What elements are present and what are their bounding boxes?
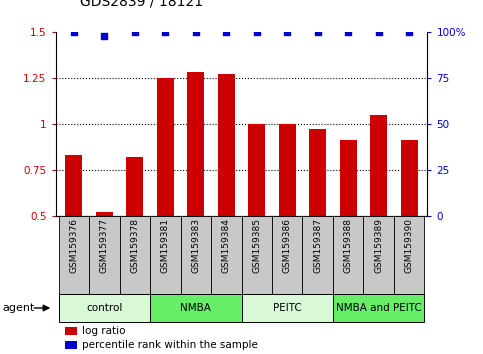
- Point: [100, 33, 108, 38]
- Bar: [333, 294, 425, 322]
- Bar: [150, 294, 242, 322]
- Point: [284, 29, 291, 35]
- Point: [375, 29, 383, 35]
- Bar: [150, 216, 181, 294]
- Text: GSM159385: GSM159385: [252, 218, 261, 273]
- Point: [344, 29, 352, 35]
- Bar: [157, 78, 174, 216]
- Text: PEITC: PEITC: [273, 303, 301, 313]
- Bar: [187, 72, 204, 216]
- Text: NMBA and PEITC: NMBA and PEITC: [336, 303, 422, 313]
- Bar: [65, 327, 77, 335]
- Bar: [181, 216, 211, 294]
- Bar: [394, 216, 425, 294]
- Point: [192, 29, 199, 35]
- Point: [253, 29, 261, 35]
- Point: [314, 29, 322, 35]
- Bar: [65, 341, 77, 349]
- Text: GSM159381: GSM159381: [161, 218, 170, 273]
- Bar: [96, 212, 113, 216]
- Text: GSM159384: GSM159384: [222, 218, 231, 273]
- Text: NMBA: NMBA: [180, 303, 211, 313]
- Bar: [120, 216, 150, 294]
- Point: [131, 29, 139, 35]
- Bar: [242, 294, 333, 322]
- Bar: [363, 216, 394, 294]
- Text: GSM159378: GSM159378: [130, 218, 139, 273]
- Bar: [218, 74, 235, 216]
- Point: [405, 29, 413, 35]
- Text: log ratio: log ratio: [82, 326, 126, 336]
- Text: GSM159388: GSM159388: [344, 218, 353, 273]
- Bar: [89, 216, 120, 294]
- Text: control: control: [86, 303, 123, 313]
- Text: GSM159377: GSM159377: [100, 218, 109, 273]
- Text: GSM159386: GSM159386: [283, 218, 292, 273]
- Bar: [211, 216, 242, 294]
- Text: GSM159383: GSM159383: [191, 218, 200, 273]
- Bar: [248, 124, 265, 216]
- Bar: [302, 216, 333, 294]
- Text: GSM159376: GSM159376: [70, 218, 78, 273]
- Text: GSM159387: GSM159387: [313, 218, 322, 273]
- Bar: [127, 157, 143, 216]
- Bar: [66, 155, 82, 216]
- Text: GDS2839 / 18121: GDS2839 / 18121: [80, 0, 203, 9]
- Bar: [242, 216, 272, 294]
- Text: GSM159390: GSM159390: [405, 218, 413, 273]
- Bar: [58, 216, 89, 294]
- Bar: [309, 130, 326, 216]
- Point: [161, 29, 169, 35]
- Bar: [340, 141, 356, 216]
- Bar: [58, 294, 150, 322]
- Point: [70, 29, 78, 35]
- Text: GSM159389: GSM159389: [374, 218, 383, 273]
- Bar: [370, 115, 387, 216]
- Bar: [279, 124, 296, 216]
- Text: agent: agent: [2, 303, 35, 313]
- Bar: [272, 216, 302, 294]
- Bar: [401, 141, 417, 216]
- Text: percentile rank within the sample: percentile rank within the sample: [82, 340, 258, 350]
- Point: [222, 29, 230, 35]
- Bar: [333, 216, 363, 294]
